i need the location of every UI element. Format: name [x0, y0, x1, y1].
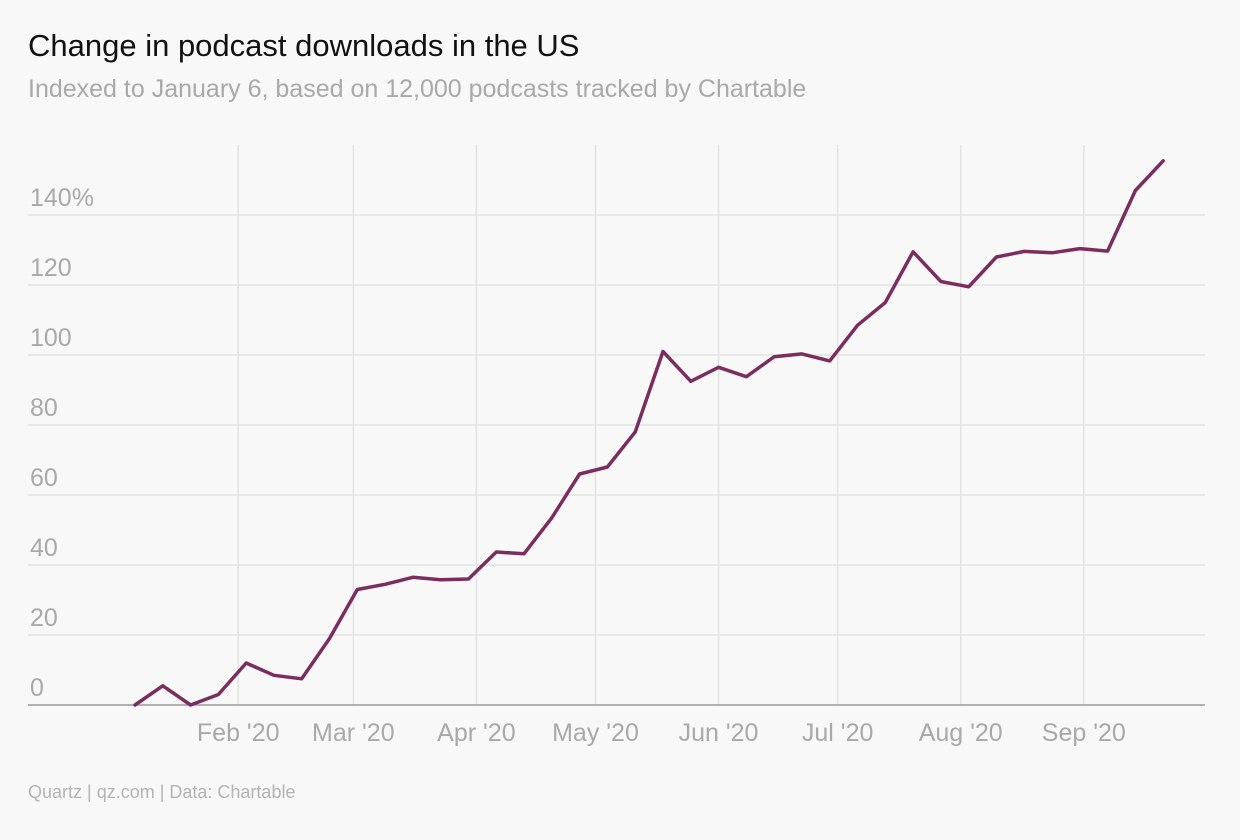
x-tick-label: Sep '20: [1042, 719, 1126, 747]
data-point: [439, 578, 443, 582]
data-point: [216, 693, 220, 697]
vertical-gridlines: [237, 145, 1085, 705]
data-point: [161, 684, 165, 688]
x-tick-label: Apr '20: [437, 719, 515, 747]
data-point: [800, 352, 804, 356]
data-point: [355, 588, 359, 592]
data-point: [411, 575, 415, 579]
data-point: [967, 285, 971, 289]
data-point: [244, 661, 248, 665]
data-point: [467, 577, 471, 581]
data-point: [661, 350, 665, 354]
data-point: [772, 355, 776, 359]
y-tick-label: 0: [30, 674, 44, 702]
y-tick-label: 60: [30, 464, 58, 492]
data-point: [883, 301, 887, 305]
data-point: [328, 637, 332, 641]
y-axis-tick-labels: 0 20 40 60 80 100 120 140%: [30, 184, 94, 702]
chart-subtitle: Indexed to January 6, based on 12,000 po…: [28, 75, 807, 103]
data-point: [133, 703, 137, 707]
y-tick-label: 120: [30, 254, 72, 282]
x-axis-tick-labels: Feb '20 Mar '20 Apr '20 May '20 Jun '20 Jul '…: [197, 719, 1126, 747]
y-tick-label: 140%: [30, 184, 94, 212]
data-point: [605, 465, 609, 469]
data-point: [1050, 251, 1054, 255]
data-point: [1022, 249, 1026, 253]
y-tick-label: 100: [30, 324, 72, 352]
data-point: [633, 430, 637, 434]
data-point: [578, 472, 582, 476]
data-point: [1133, 189, 1137, 193]
data-point: [1161, 159, 1165, 163]
data-point: [939, 280, 943, 284]
data-point: [856, 323, 860, 327]
x-tick-label: Mar '20: [312, 719, 395, 747]
data-point: [689, 379, 693, 383]
series-line: [133, 159, 1165, 707]
data-point: [1078, 247, 1082, 251]
data-point: [744, 375, 748, 379]
y-tick-label: 80: [30, 394, 58, 422]
data-point: [494, 550, 498, 554]
data-point: [1106, 249, 1110, 253]
data-point: [717, 365, 721, 369]
x-tick-label: May '20: [552, 719, 639, 747]
data-point: [550, 516, 554, 520]
data-point: [383, 582, 387, 586]
chart-title: Change in podcast downloads in the US: [28, 28, 580, 63]
y-tick-label: 40: [30, 534, 58, 562]
x-tick-label: Jul '20: [802, 719, 873, 747]
data-point: [189, 703, 193, 707]
data-point: [828, 359, 832, 363]
data-point: [911, 250, 915, 254]
horizontal-gridlines: [28, 214, 1205, 636]
y-tick-label: 20: [30, 604, 58, 632]
x-tick-label: Jun '20: [679, 719, 759, 747]
x-tick-label: Aug '20: [919, 719, 1003, 747]
data-point: [300, 677, 304, 681]
data-point: [522, 552, 526, 556]
source-credit: Quartz | qz.com | Data: Chartable: [28, 782, 296, 802]
data-point: [272, 673, 276, 677]
x-tick-label: Feb '20: [197, 719, 280, 747]
data-points: [133, 159, 1165, 707]
data-point: [994, 255, 998, 259]
